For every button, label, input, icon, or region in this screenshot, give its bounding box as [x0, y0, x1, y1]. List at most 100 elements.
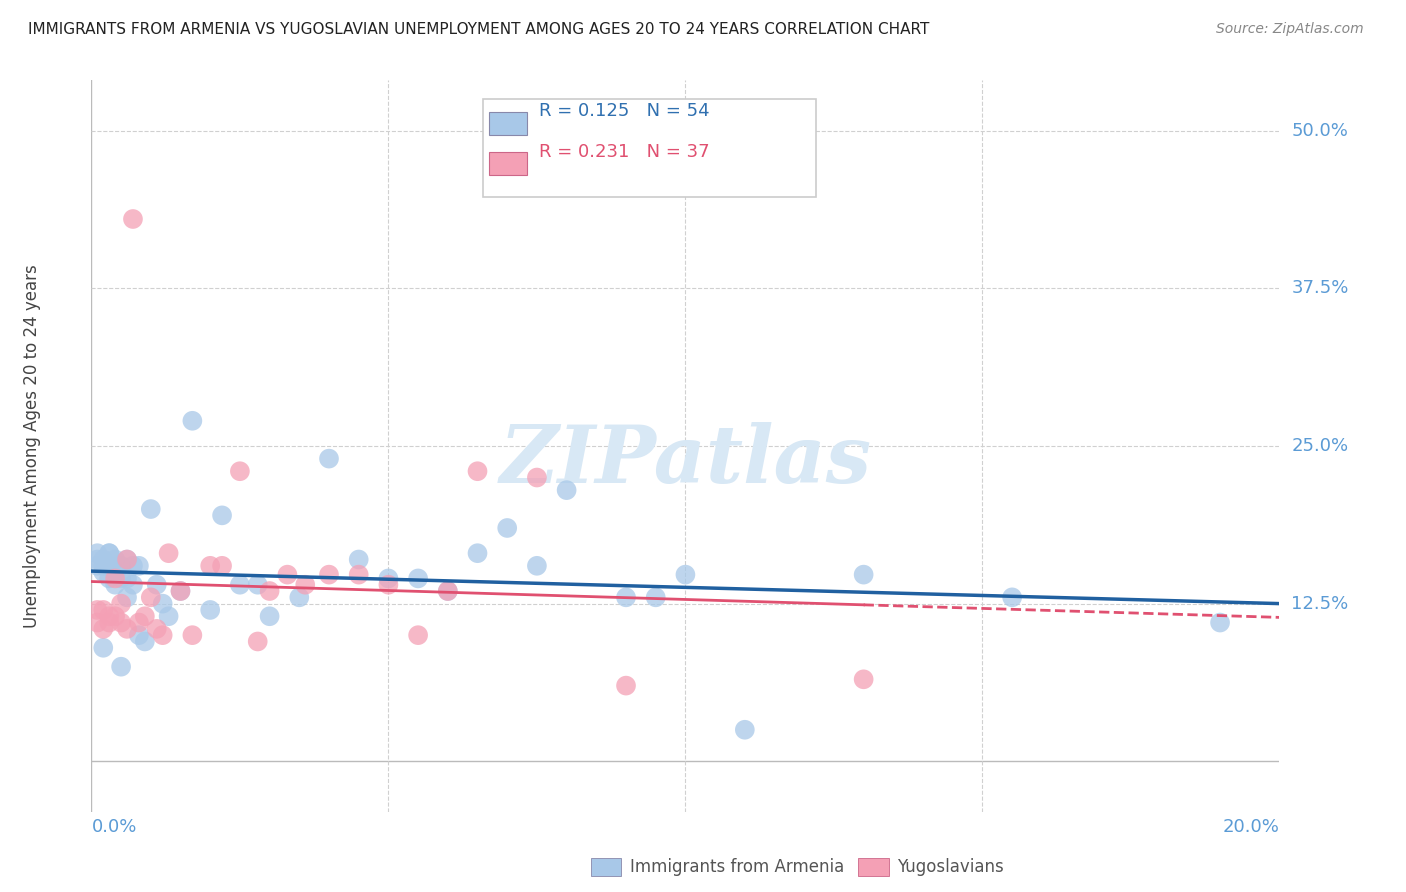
Point [406, 571, 429, 585]
Point [644, 591, 666, 605]
Point [115, 552, 138, 566]
FancyBboxPatch shape [858, 858, 889, 876]
Point [229, 578, 252, 592]
Text: ZIPatlas: ZIPatlas [499, 422, 872, 500]
Point [406, 628, 429, 642]
Point [200, 603, 222, 617]
Point [347, 567, 370, 582]
Text: IMMIGRANTS FROM ARMENIA VS YUGOSLAVIAN UNEMPLOYMENT AMONG AGES 20 TO 24 YEARS CO: IMMIGRANTS FROM ARMENIA VS YUGOSLAVIAN U… [28, 22, 929, 37]
Point [98, 546, 121, 560]
Point [259, 609, 281, 624]
Text: Unemployment Among Ages 20 to 24 years: Unemployment Among Ages 20 to 24 years [22, 264, 41, 628]
Point [110, 558, 132, 573]
Point [152, 628, 174, 642]
Point [128, 615, 150, 630]
Point [246, 634, 269, 648]
Point [98, 609, 121, 624]
Text: 37.5%: 37.5% [1291, 279, 1348, 297]
Point [98, 558, 121, 573]
Point [104, 571, 127, 585]
Point [377, 578, 399, 592]
Point [122, 212, 145, 227]
Point [115, 591, 138, 605]
Point [110, 659, 132, 673]
Point [294, 578, 316, 592]
Point [115, 571, 138, 585]
Point [211, 508, 233, 523]
Point [318, 451, 340, 466]
Point [98, 615, 121, 630]
Text: Immigrants from Armenia: Immigrants from Armenia [630, 858, 844, 876]
Point [169, 584, 191, 599]
Point [104, 609, 127, 624]
FancyBboxPatch shape [591, 858, 621, 876]
Point [86, 558, 108, 573]
FancyBboxPatch shape [489, 152, 527, 176]
Point [98, 571, 121, 585]
Point [104, 552, 127, 566]
Point [145, 622, 167, 636]
Point [122, 558, 145, 573]
Text: 0.0%: 0.0% [91, 818, 136, 836]
Point [139, 591, 162, 605]
Point [104, 565, 127, 579]
Point [614, 591, 637, 605]
Point [91, 640, 114, 655]
Point [526, 470, 548, 484]
Text: 50.0%: 50.0% [1291, 121, 1348, 140]
Point [259, 584, 281, 599]
Point [1209, 615, 1232, 630]
Point [211, 558, 233, 573]
Point [157, 609, 180, 624]
Text: 12.5%: 12.5% [1291, 595, 1348, 613]
Point [1001, 591, 1024, 605]
Point [157, 546, 180, 560]
Point [122, 578, 145, 592]
Text: 20.0%: 20.0% [1223, 818, 1279, 836]
Point [128, 558, 150, 573]
Point [86, 603, 108, 617]
Point [377, 571, 399, 585]
Point [86, 546, 108, 560]
Point [91, 558, 114, 573]
Point [128, 628, 150, 642]
Point [110, 597, 132, 611]
Point [673, 567, 696, 582]
Text: R = 0.231   N = 37: R = 0.231 N = 37 [540, 143, 710, 161]
Point [115, 552, 138, 566]
Point [246, 578, 269, 592]
Point [318, 567, 340, 582]
Point [110, 615, 132, 630]
FancyBboxPatch shape [489, 112, 527, 136]
Point [91, 552, 114, 566]
Point [555, 483, 578, 497]
Point [181, 414, 204, 428]
Point [229, 464, 252, 478]
Point [91, 622, 114, 636]
Point [134, 634, 156, 648]
Point [91, 565, 114, 579]
FancyBboxPatch shape [484, 99, 815, 197]
Text: Source: ZipAtlas.com: Source: ZipAtlas.com [1216, 22, 1364, 37]
Point [115, 622, 138, 636]
Point [276, 567, 298, 582]
Point [347, 552, 370, 566]
Point [98, 558, 121, 573]
Point [436, 584, 458, 599]
Text: Yugoslavians: Yugoslavians [897, 858, 1004, 876]
Point [145, 578, 167, 592]
Point [734, 723, 756, 737]
Text: R = 0.125   N = 54: R = 0.125 N = 54 [540, 102, 710, 120]
Text: 25.0%: 25.0% [1291, 437, 1348, 455]
Point [852, 567, 875, 582]
Point [169, 584, 191, 599]
Point [110, 571, 132, 585]
Point [139, 502, 162, 516]
Point [614, 679, 637, 693]
Point [496, 521, 519, 535]
Point [436, 584, 458, 599]
Point [288, 591, 311, 605]
Point [181, 628, 204, 642]
Point [104, 578, 127, 592]
Point [86, 615, 108, 630]
